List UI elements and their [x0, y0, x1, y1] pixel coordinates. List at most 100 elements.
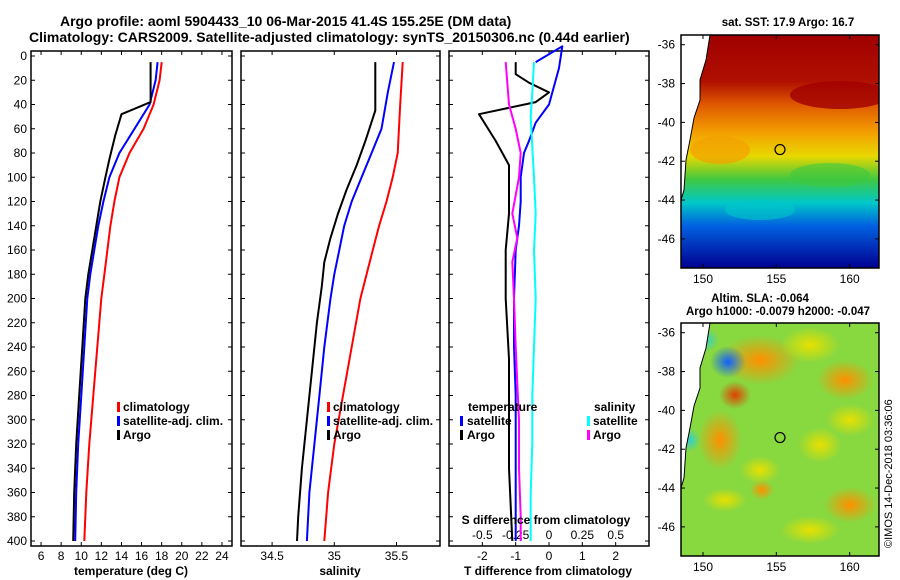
map-y-tick-label: -44: [658, 193, 676, 207]
x-tick-label: 18: [155, 549, 169, 563]
legend-s-satellite: satellite: [593, 414, 638, 428]
map-x-tick-label: 150: [693, 272, 713, 286]
x-tick-label: 35: [328, 549, 342, 563]
depth-tick-label: 80: [14, 146, 28, 160]
legend-swatch-climatology: [117, 402, 120, 412]
map-y-tick-label: -46: [658, 232, 676, 246]
legend-swatch-argo: [327, 430, 330, 440]
legend-swatch-t-argo: [460, 430, 463, 440]
temperature-plot: 6 8 10 12 14 16 18 20 22 24: [38, 51, 229, 563]
t-difference-xlabel: T difference from climatology: [464, 564, 632, 578]
legend-swatch-argo: [117, 430, 120, 440]
x-tick-label: -1: [510, 549, 521, 563]
map-x-tick-label: 150: [693, 560, 713, 574]
series-line-satellite-adj-clim-: [74, 61, 159, 542]
map-x-tick-label: 155: [766, 560, 786, 574]
legend-swatch-satellite: [117, 416, 120, 426]
x-tick-label: 2: [612, 549, 619, 563]
depth-tick-label: 160: [7, 243, 27, 257]
legend-s-argo: Argo: [593, 428, 621, 442]
argo-position-marker: [774, 143, 786, 156]
salinity-xlabel: salinity: [319, 564, 361, 578]
map-y-tick-label: -36: [658, 38, 676, 52]
s-tick-label: 0: [546, 528, 553, 542]
depth-tick-label: 0: [20, 49, 27, 63]
depth-tick-label: 20: [14, 73, 28, 87]
series-line-argo: [72, 62, 152, 542]
difference-legend: temperature satellite Argo salinity sate…: [460, 400, 638, 442]
sla-map-frame: [680, 322, 880, 557]
legend-swatch-t-satellite: [460, 416, 463, 426]
legend-swatch-s-satellite: [587, 416, 590, 426]
x-tick-label: 14: [115, 549, 129, 563]
series-line-t-argo: [478, 62, 550, 542]
series-line-satellite-adj-clim-: [305, 61, 395, 542]
sst-map-image: [681, 35, 879, 268]
legend-climatology: climatology: [333, 400, 400, 414]
sst-map-title: sat. SST: 17.9 Argo: 16.7: [722, 17, 855, 29]
depth-tick-label: 40: [14, 98, 28, 112]
map-y-tick-label: -44: [658, 481, 676, 495]
legend-t-argo: Argo: [467, 428, 495, 442]
legend-satellite: satellite-adj. clim.: [333, 414, 433, 428]
title-line-1: Argo profile: aoml 5904433_10 06-Mar-201…: [60, 13, 511, 29]
legend-argo: Argo: [123, 428, 151, 442]
x-tick-label: 8: [58, 549, 65, 563]
depth-tick-label: 220: [7, 316, 27, 330]
argo-position-marker: [774, 431, 786, 444]
depth-tick-label: 180: [7, 267, 27, 281]
depth-tick-label: 280: [7, 389, 27, 403]
series-line-s-argo: [504, 62, 522, 541]
x-tick-label: 24: [215, 549, 229, 563]
depth-tick-label: 260: [7, 364, 27, 378]
s-tick-label: 0.5: [607, 528, 624, 542]
map-y-tick-label: -46: [658, 520, 676, 534]
x-tick-label: 0: [546, 549, 553, 563]
sla-map-title: Altim. SLA: -0.064: [711, 293, 809, 305]
s-difference-xlabel: S difference from climatology: [462, 513, 631, 527]
credit-text: ©IMOS 14-Dec-2018 03:36:06: [883, 399, 895, 548]
depth-axis: 0 20 40 60 80 100 120 140 160 180 200 220 240 260 280 3…: [7, 49, 649, 548]
sla-map-subtitle: Argo h1000: -0.0079 h2000: -0.047: [686, 306, 870, 318]
depth-tick-label: 380: [7, 510, 27, 524]
temperature-panel: [30, 50, 233, 547]
x-tick-label: 10: [75, 549, 89, 563]
x-tick-label: -2: [477, 549, 488, 563]
depth-tick-label: 340: [7, 461, 27, 475]
s-tick-label: 0.25: [571, 528, 595, 542]
legend-swatch-s-argo: [587, 430, 590, 440]
temperature-xlabel: temperature (deg C): [74, 564, 188, 578]
x-tick-label: 22: [195, 549, 209, 563]
map-x-tick-label: 160: [840, 272, 860, 286]
depth-tick-label: 100: [7, 170, 27, 184]
map-y-tick-label: -38: [658, 77, 676, 91]
difference-plot: -2 -1 0 1 2-0.5 -0.25 0 0.25 0.5: [472, 45, 624, 563]
legend-argo: Argo: [333, 428, 361, 442]
title-line-2: Climatology: CARS2009. Satellite-adjuste…: [29, 29, 630, 45]
depth-tick-label: 320: [7, 437, 27, 451]
legend-salinity-heading: salinity: [594, 400, 636, 414]
s-tick-label: -0.5: [472, 528, 493, 542]
series-line-argo: [296, 62, 377, 542]
sla-map-axes: 150 155 160 -36 -38 -40 -42 -44 -46: [658, 323, 879, 574]
legend-swatch-climatology: [327, 402, 330, 412]
sla-map-image: [681, 323, 879, 556]
x-tick-label: 20: [175, 549, 189, 563]
series-line-climatology: [83, 61, 163, 542]
legend-swatch-satellite: [327, 416, 330, 426]
legend-climatology: climatology: [123, 400, 190, 414]
legend-temperature-heading: temperature: [468, 400, 538, 414]
series-line-t-satellite: [513, 45, 564, 541]
depth-tick-label: 360: [7, 486, 27, 500]
sst-map-frame: [680, 34, 880, 269]
series-line-climatology: [323, 62, 404, 542]
sst-map-axes: 150 155 160 -36 -38 -40 -42 -44 -46: [658, 35, 879, 286]
depth-tick-label: 400: [7, 534, 27, 548]
depth-tick-label: 240: [7, 340, 27, 354]
salinity-plot: 34.5 35 35.5: [260, 51, 408, 563]
depth-tick-label: 140: [7, 219, 27, 233]
x-tick-label: 12: [95, 549, 109, 563]
legend-t-satellite: satellite: [467, 414, 512, 428]
depth-tick-label: 60: [14, 122, 28, 136]
